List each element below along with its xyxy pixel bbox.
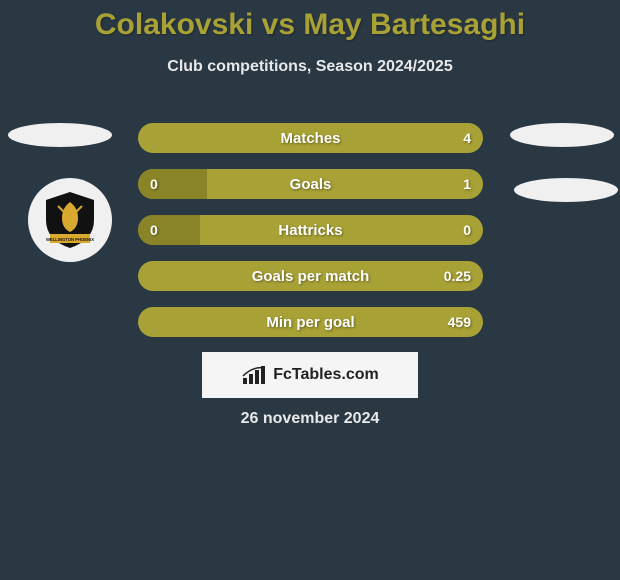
stat-row-goals: 0 Goals 1 (138, 169, 483, 199)
stats-container: Matches 4 0 Goals 1 0 Hattricks 0 Goals … (138, 123, 483, 353)
subtitle: Club competitions, Season 2024/2025 (0, 58, 620, 76)
stat-fill-left (138, 169, 207, 199)
stat-value-right: 0.25 (444, 268, 471, 284)
stat-label: Goals per match (138, 268, 483, 285)
club-left-badge: WELLINGTON PHOENIX (28, 178, 112, 262)
stat-value-left: 0 (150, 176, 158, 192)
stat-value-right: 4 (463, 130, 471, 146)
club-right-placeholder (514, 178, 618, 202)
stat-row-hattricks: 0 Hattricks 0 (138, 215, 483, 245)
player-right-placeholder (510, 123, 614, 147)
stat-label: Matches (138, 130, 483, 147)
player-left-placeholder (8, 123, 112, 147)
page-title: Colakovski vs May Bartesaghi (0, 0, 620, 42)
stat-value-left: 0 (150, 222, 158, 238)
stat-fill-left (138, 215, 200, 245)
stat-row-goals-per-match: Goals per match 0.25 (138, 261, 483, 291)
stat-row-matches: Matches 4 (138, 123, 483, 153)
svg-text:WELLINGTON PHOENIX: WELLINGTON PHOENIX (46, 237, 94, 242)
stat-value-right: 0 (463, 222, 471, 238)
bar-chart-icon (241, 364, 267, 386)
stat-row-min-per-goal: Min per goal 459 (138, 307, 483, 337)
brand-text: FcTables.com (273, 366, 379, 384)
brand-box[interactable]: FcTables.com (202, 352, 418, 398)
stat-value-right: 1 (463, 176, 471, 192)
stat-value-right: 459 (448, 314, 471, 330)
stat-label: Min per goal (138, 314, 483, 331)
wellington-phoenix-crest-icon: WELLINGTON PHOENIX (38, 188, 102, 252)
date-text: 26 november 2024 (0, 410, 620, 428)
